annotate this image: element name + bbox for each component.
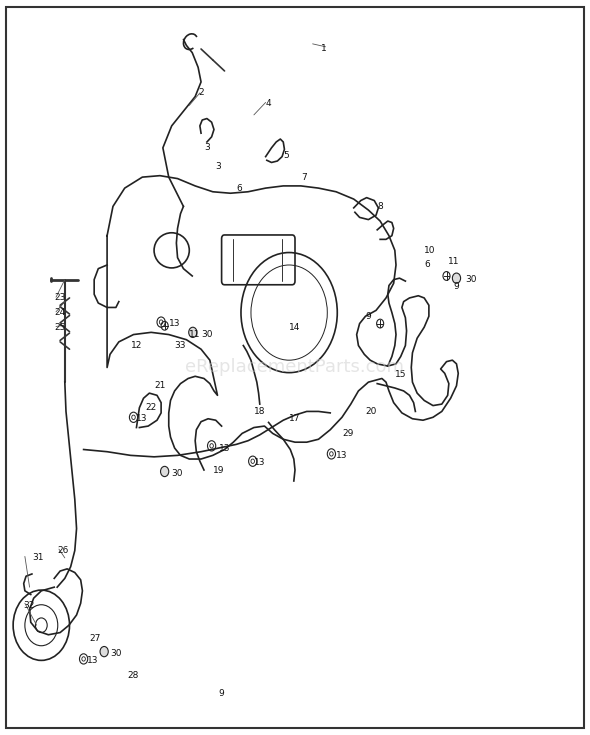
Text: 3: 3 — [204, 143, 209, 152]
Text: 13: 13 — [219, 443, 230, 453]
Text: 17: 17 — [289, 415, 301, 423]
Text: 13: 13 — [336, 451, 348, 460]
Text: 9: 9 — [454, 282, 459, 292]
Text: 10: 10 — [424, 245, 435, 255]
Text: 31: 31 — [32, 553, 44, 562]
Circle shape — [189, 327, 197, 337]
Text: 5: 5 — [283, 151, 289, 159]
Text: 23: 23 — [54, 293, 65, 302]
Text: 13: 13 — [136, 415, 148, 423]
Text: 3: 3 — [216, 162, 221, 171]
Text: 32: 32 — [23, 601, 34, 610]
Text: 9: 9 — [219, 689, 224, 698]
Text: 4: 4 — [266, 99, 271, 108]
Text: 6: 6 — [236, 184, 242, 193]
Text: 18: 18 — [254, 407, 266, 416]
Text: 30: 30 — [466, 275, 477, 284]
Text: 27: 27 — [90, 634, 101, 643]
Text: 8: 8 — [377, 202, 383, 211]
Text: 26: 26 — [57, 546, 68, 555]
Text: 11: 11 — [189, 330, 201, 339]
Text: 13: 13 — [87, 656, 98, 665]
Text: 15: 15 — [395, 370, 407, 379]
Text: 2: 2 — [198, 88, 204, 98]
Circle shape — [100, 647, 108, 657]
Text: 6: 6 — [424, 260, 430, 270]
Text: 11: 11 — [448, 257, 459, 266]
Text: 12: 12 — [130, 341, 142, 350]
Text: 33: 33 — [175, 341, 186, 350]
Text: 22: 22 — [145, 404, 156, 412]
Text: 29: 29 — [342, 429, 353, 438]
Text: 30: 30 — [172, 469, 183, 478]
Text: 9: 9 — [365, 312, 371, 320]
Text: eReplacementParts.com: eReplacementParts.com — [185, 359, 405, 376]
Text: 14: 14 — [289, 323, 300, 331]
Text: 30: 30 — [110, 648, 122, 658]
Text: 25: 25 — [54, 323, 65, 331]
Text: 21: 21 — [154, 381, 165, 390]
Text: 19: 19 — [213, 465, 224, 475]
Text: 13: 13 — [254, 458, 266, 467]
Text: 28: 28 — [127, 670, 139, 680]
Circle shape — [160, 466, 169, 476]
Circle shape — [453, 273, 461, 283]
Text: 24: 24 — [54, 308, 65, 317]
Text: 7: 7 — [301, 173, 307, 182]
Text: 13: 13 — [169, 319, 181, 328]
Text: 1: 1 — [322, 45, 327, 54]
Text: 20: 20 — [365, 407, 377, 416]
Text: 30: 30 — [201, 330, 212, 339]
